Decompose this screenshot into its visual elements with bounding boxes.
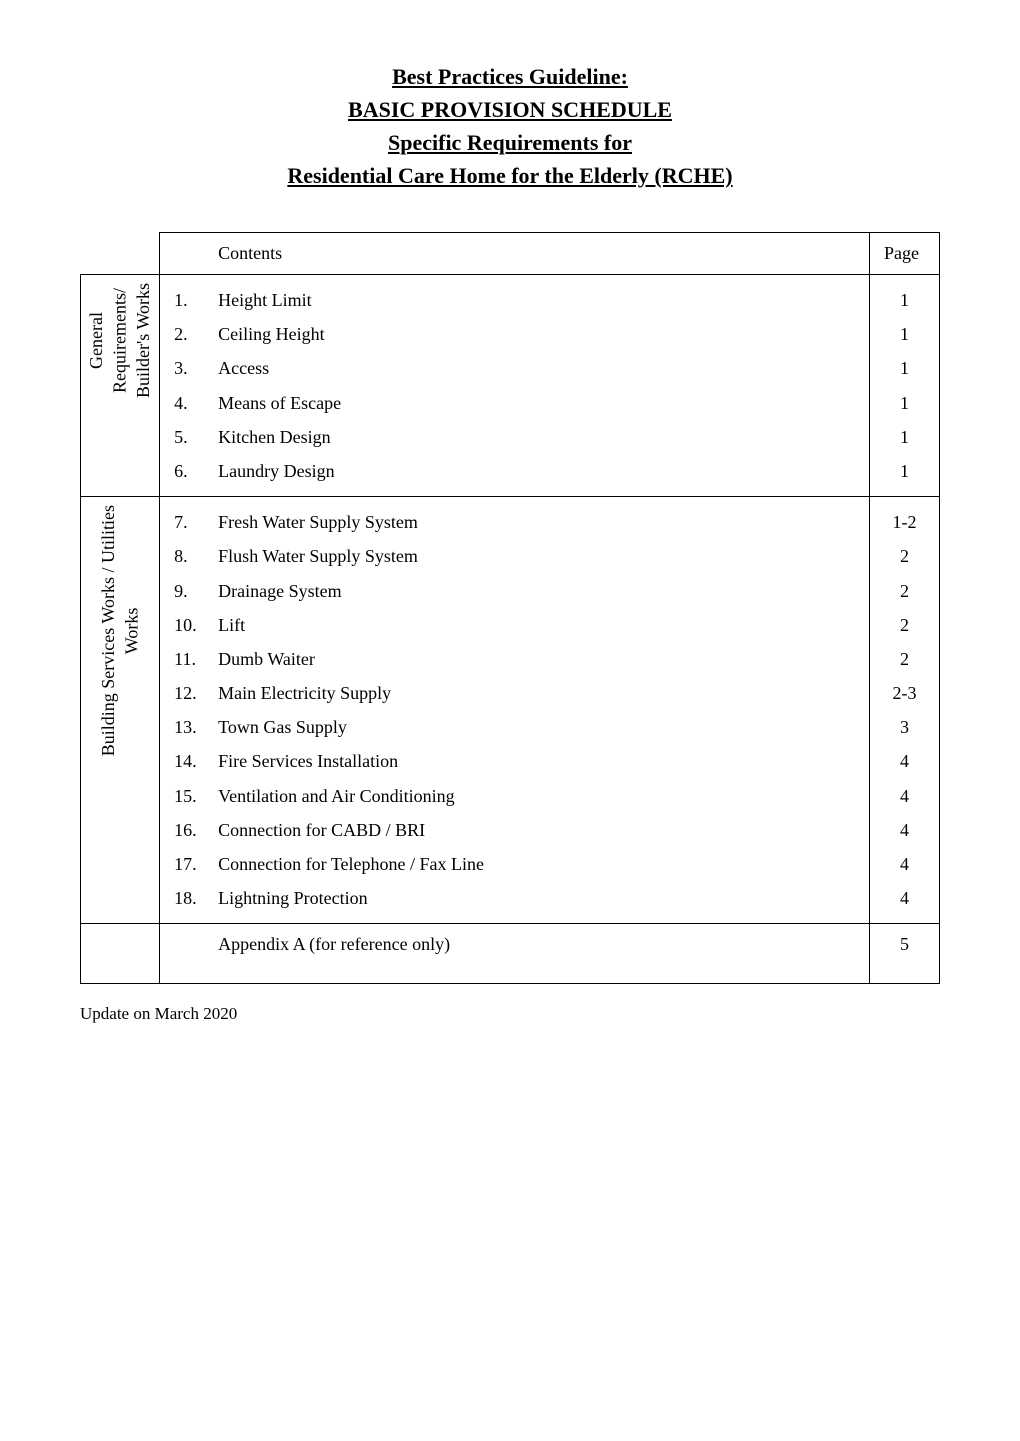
item-num: 5. [174,420,218,454]
item-label: Connection for CABD / BRI [218,813,855,847]
list-item: 17.Connection for Telephone / Fax Line [174,847,855,881]
page-number: 1 [884,351,925,385]
page-number: 1 [884,386,925,420]
list-item: 18.Lightning Protection [174,881,855,915]
title-line-3: Specific Requirements for [80,126,940,159]
item-label: Height Limit [218,283,855,317]
table-row: Appendix A (for reference only) 5 [81,924,940,984]
page-number: 2 [884,539,925,573]
appendix-page-cell: 5 [870,924,940,984]
item-label: Lightning Protection [218,881,855,915]
item-label: Town Gas Supply [218,710,855,744]
page-number: 1 [884,317,925,351]
list-item: 7.Fresh Water Supply System [174,505,855,539]
item-label: Kitchen Design [218,420,855,454]
list-item: 4.Means of Escape [174,386,855,420]
item-num: 10. [174,608,218,642]
appendix-label: Appendix A (for reference only) [174,934,855,955]
page-number: 1 [884,283,925,317]
page-number: 5 [884,934,925,955]
page-number: 4 [884,881,925,915]
page-number: 4 [884,744,925,778]
page-number: 1-2 [884,505,925,539]
title-line-2: BASIC PROVISION SCHEDULE [80,93,940,126]
page-number: 4 [884,779,925,813]
category-cell-general: GeneralRequirements/Builder's Works [81,275,160,497]
item-num: 8. [174,539,218,573]
item-num: 3. [174,351,218,385]
page-number: 3 [884,710,925,744]
item-label: Dumb Waiter [218,642,855,676]
page-number: 2 [884,642,925,676]
item-label: Ventilation and Air Conditioning [218,779,855,813]
list-item: 3.Access [174,351,855,385]
table-header-row: Contents Page [81,233,940,275]
list-item: 11.Dumb Waiter [174,642,855,676]
item-label: Flush Water Supply System [218,539,855,573]
category-label-building: Building Services Works / UtilitiesWorks [97,505,144,756]
page-number: 2 [884,608,925,642]
header-page: Page [870,233,940,275]
item-label: Access [218,351,855,385]
list-item: 6.Laundry Design [174,454,855,488]
item-label: Main Electricity Supply [218,676,855,710]
item-num: 12. [174,676,218,710]
category-label-general: GeneralRequirements/Builder's Works [85,283,155,398]
list-item: 12.Main Electricity Supply [174,676,855,710]
page-number: 1 [884,454,925,488]
list-item: 9.Drainage System [174,574,855,608]
item-num: 17. [174,847,218,881]
item-label: Drainage System [218,574,855,608]
item-num: 15. [174,779,218,813]
title-line-4: Residential Care Home for the Elderly (R… [80,159,940,192]
item-num: 1. [174,283,218,317]
item-num: 11. [174,642,218,676]
page-number: 1 [884,420,925,454]
list-item: 13.Town Gas Supply [174,710,855,744]
item-num: 4. [174,386,218,420]
list-item: 2.Ceiling Height [174,317,855,351]
title-line-1: Best Practices Guideline: [80,60,940,93]
item-label: Fire Services Installation [218,744,855,778]
page-cell-general: 1 1 1 1 1 1 [870,275,940,497]
contents-label: Contents [174,243,282,263]
item-num: 13. [174,710,218,744]
page-number: 4 [884,847,925,881]
list-item: 1.Height Limit [174,283,855,317]
appendix-cell: Appendix A (for reference only) [160,924,870,984]
item-num: 7. [174,505,218,539]
list-item: 10.Lift [174,608,855,642]
list-item: 14.Fire Services Installation [174,744,855,778]
page-number: 4 [884,813,925,847]
list-item: 5.Kitchen Design [174,420,855,454]
table-row: GeneralRequirements/Builder's Works 1.He… [81,275,940,497]
list-item: 16.Connection for CABD / BRI [174,813,855,847]
page-number: 2 [884,574,925,608]
footer-update: Update on March 2020 [80,1004,940,1024]
item-label: Connection for Telephone / Fax Line [218,847,855,881]
appendix-category-cell [81,924,160,984]
item-num: 6. [174,454,218,488]
category-cell-building: Building Services Works / UtilitiesWorks [81,497,160,924]
page-number: 2-3 [884,676,925,710]
item-label: Ceiling Height [218,317,855,351]
item-num: 16. [174,813,218,847]
page-cell-building: 1-2 2 2 2 2 2-3 3 4 4 4 4 4 [870,497,940,924]
list-item: 8.Flush Water Supply System [174,539,855,573]
toc-table: Contents Page GeneralRequirements/Builde… [80,232,940,984]
item-label: Lift [218,608,855,642]
list-item: 15.Ventilation and Air Conditioning [174,779,855,813]
table-row: Building Services Works / UtilitiesWorks… [81,497,940,924]
header-contents: Contents [160,233,870,275]
items-cell-general: 1.Height Limit 2.Ceiling Height 3.Access… [160,275,870,497]
item-label: Means of Escape [218,386,855,420]
item-num: 9. [174,574,218,608]
item-num: 14. [174,744,218,778]
items-cell-building: 7.Fresh Water Supply System 8.Flush Wate… [160,497,870,924]
item-label: Fresh Water Supply System [218,505,855,539]
item-num: 2. [174,317,218,351]
title-block: Best Practices Guideline: BASIC PROVISIO… [80,60,940,192]
item-label: Laundry Design [218,454,855,488]
item-num: 18. [174,881,218,915]
